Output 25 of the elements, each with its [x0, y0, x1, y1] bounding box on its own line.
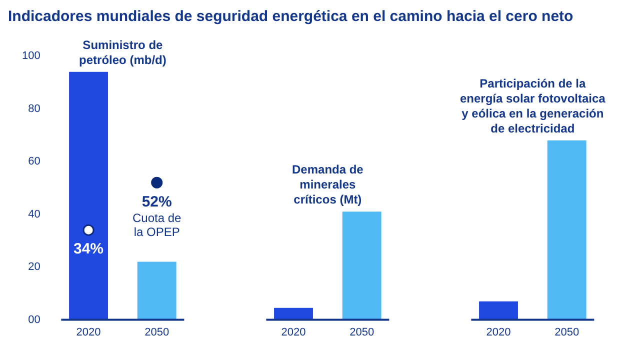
data-label: 34% [74, 240, 104, 258]
bar [274, 308, 313, 320]
x-tick-label: 2050 [350, 326, 374, 338]
x-tick-label: 2020 [76, 326, 101, 338]
annotation: Suministro de petróleo (mb/d) [79, 38, 166, 67]
bar [342, 212, 382, 320]
y-tick-label: 60 [28, 156, 40, 168]
text: Cuota de la OPEP [132, 210, 182, 239]
annotation: Participación de la energía solar fotovoltaica y eólica en la generación de electricidad [460, 76, 606, 136]
y-tick-label: 40 [28, 208, 40, 220]
bar [137, 262, 176, 320]
y-tick-label: 00 [28, 314, 40, 326]
bar [547, 140, 586, 320]
data-label: 52% [142, 193, 172, 210]
y-tick-label: 80 [28, 102, 40, 115]
x-tick-label: 2050 [554, 326, 580, 338]
x-tick-label: 2020 [281, 326, 306, 338]
y-tick-label: 20 [28, 261, 40, 274]
x-tick-label: 2050 [144, 326, 170, 338]
bar [479, 301, 518, 320]
x-tick-label: 2020 [486, 326, 511, 338]
y-tick-label: 100 [22, 50, 40, 62]
annotation: Demanda de minerales críticos (Mt) [292, 162, 364, 207]
chart-title: Indicadores mundiales de seguridad energética en el camino hacia el cero neto [8, 8, 574, 26]
bar [69, 72, 108, 320]
